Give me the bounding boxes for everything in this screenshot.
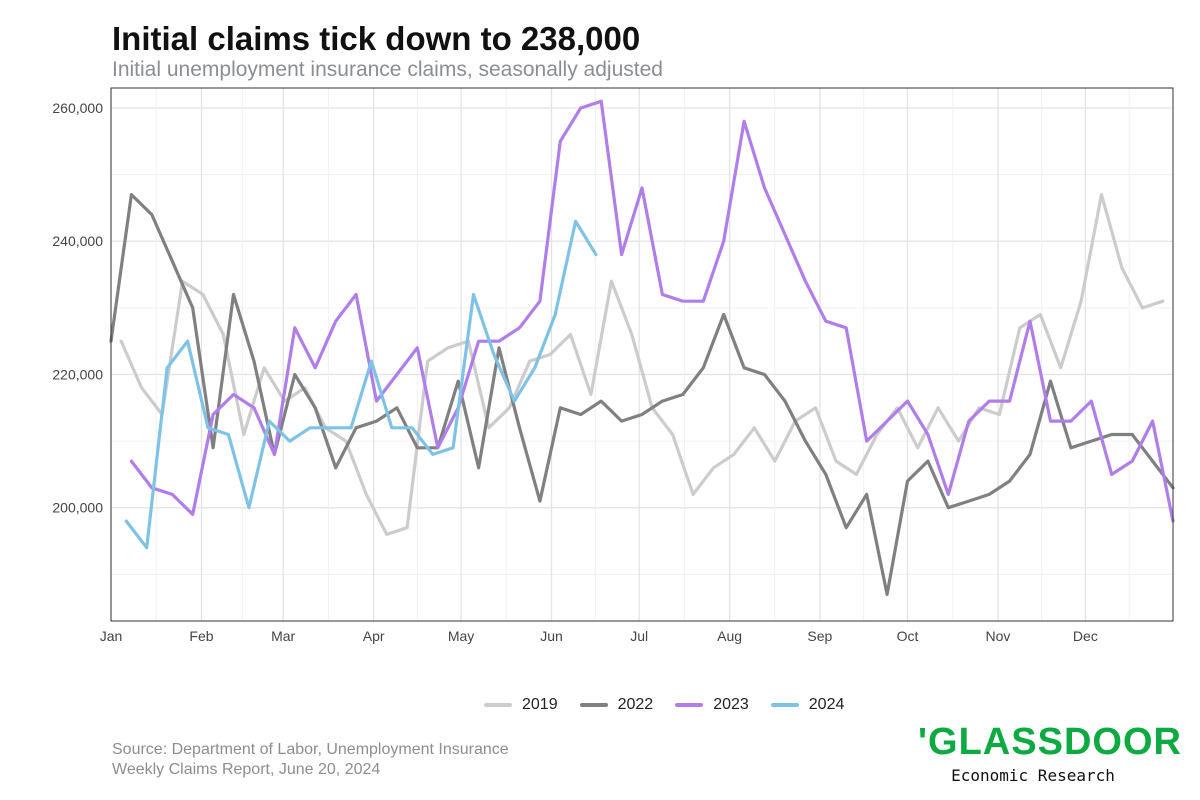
line-chart: 200,000 220,000 240,000 260,000 Jan Feb Mar Apr… (52, 87, 1175, 644)
x-tick-label: Aug (717, 628, 742, 644)
legend-item-2024: 2024 (770, 696, 845, 714)
legend-label-2024: 2024 (808, 696, 845, 713)
source-note: Source: Department of Labor, Unemploymen… (112, 740, 509, 780)
legend-item-2023: 2023 (675, 696, 749, 714)
glassdoor-logo: 'GLASSDOOR Economic Research (918, 721, 1182, 785)
legend-item-2019: 2019 (484, 696, 558, 714)
series-line-2019 (119, 193, 1165, 537)
chart-title: Initial claims tick down to 238,000 (112, 20, 641, 57)
source-line-1: Source: Department of Labor, Unemploymen… (112, 741, 509, 758)
logo-subtitle: Economic Research (951, 766, 1115, 785)
source-line-2: Weekly Claims Report, June 20, 2024 (112, 761, 381, 778)
chart-subtitle: Initial unemployment insurance claims, s… (112, 58, 663, 81)
series-line-2024 (124, 219, 598, 550)
axis-labels: 200,000 220,000 240,000 260,000 Jan Feb Mar Apr… (52, 100, 1097, 644)
x-tick-label: Mar (271, 628, 295, 644)
legend-swatch-2024 (770, 703, 799, 707)
legend: 2019 2022 2023 2024 (484, 696, 866, 714)
x-tick-label: Jun (540, 628, 563, 644)
legend-label-2023: 2023 (713, 696, 749, 713)
y-tick-label: 240,000 (52, 233, 103, 249)
legend-swatch-2019 (484, 703, 512, 707)
series-lines (109, 99, 1175, 597)
x-tick-label: Nov (986, 628, 1011, 644)
x-tick-label: May (448, 628, 474, 644)
legend-swatch-2023 (675, 703, 704, 707)
plot-border (110, 87, 1174, 622)
legend-item-2022: 2022 (579, 696, 654, 714)
series-line-2023 (129, 99, 1175, 523)
series-line-2022 (109, 193, 1175, 597)
legend-label-2022: 2022 (617, 696, 654, 713)
y-tick-label: 260,000 (52, 100, 103, 116)
y-tick-label: 220,000 (52, 366, 103, 382)
x-tick-label: Feb (189, 628, 213, 644)
x-tick-label: Jan (100, 628, 123, 644)
x-tick-label: Apr (363, 628, 385, 644)
logo-wordmark: 'GLASSDOOR (918, 721, 1182, 763)
y-tick-label: 200,000 (52, 500, 103, 516)
x-tick-label: Jul (630, 628, 648, 644)
legend-label-2019: 2019 (522, 696, 558, 713)
x-tick-label: Dec (1073, 628, 1098, 644)
x-tick-label: Oct (897, 628, 919, 644)
x-tick-label: Sep (807, 628, 832, 644)
legend-swatch-2022 (579, 703, 608, 707)
